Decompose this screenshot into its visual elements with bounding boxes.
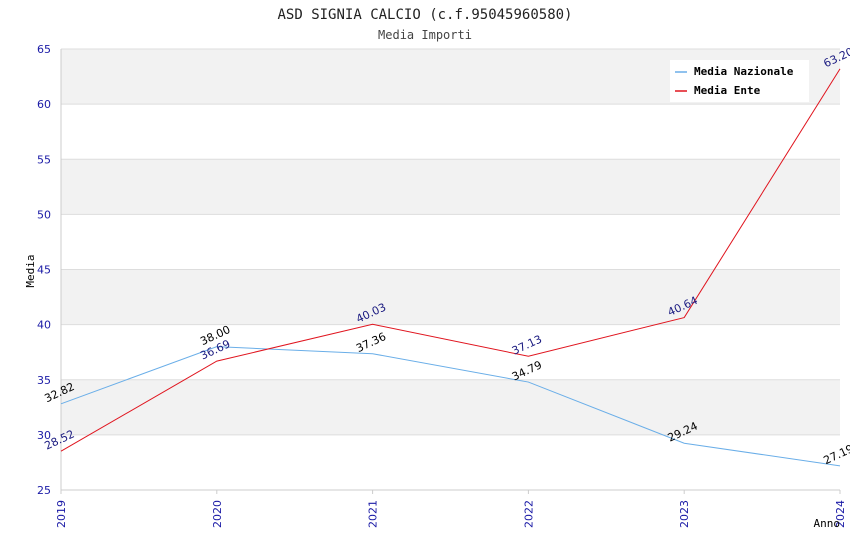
grid-band [61,269,840,325]
y-tick-label: 50 [37,208,51,221]
y-axis-title: Media [24,254,37,287]
y-tick-label: 25 [37,484,51,497]
x-tick-label: 2019 [55,500,68,528]
data-label: 27.19 [821,442,850,467]
x-tick-label: 2020 [211,500,224,528]
legend-box [670,60,809,102]
y-tick-label: 40 [37,319,51,332]
legend-label-media-nazionale: Media Nazionale [694,65,794,78]
y-tick-label: 55 [37,153,51,166]
y-tick-label: 45 [37,264,51,277]
series-line-media-nazionale [60,346,841,467]
chart-subtitle: Media Importi [378,28,472,42]
x-tick-label: 2023 [678,500,691,528]
data-label: 37.36 [354,330,388,355]
series-layer [60,68,841,467]
grid-band [61,379,840,435]
y-tick-label: 35 [37,374,51,387]
chart-title: ASD SIGNIA CALCIO (c.f.95045960580) [277,7,572,23]
y-tick-label: 65 [37,43,51,56]
series-line-media-ente [60,68,841,452]
x-tick-label: 2021 [367,500,380,528]
axes [60,49,841,494]
legend-label-media-ente: Media Ente [694,84,761,97]
x-tick-label: 2024 [834,500,847,528]
y-tick-label: 30 [37,429,51,442]
x-axis-title: Anno [814,517,841,530]
y-tick-label: 60 [37,98,51,111]
legend: Media Nazionale Media Ente [670,60,809,102]
grid-bands [61,49,840,435]
x-tick-labels: 2019 2020 2021 2022 2023 2024 [55,500,847,528]
x-tick-label: 2022 [522,500,535,528]
y-tick-labels: 25 30 35 40 45 50 55 60 65 [37,43,51,497]
grid-band [61,159,840,215]
